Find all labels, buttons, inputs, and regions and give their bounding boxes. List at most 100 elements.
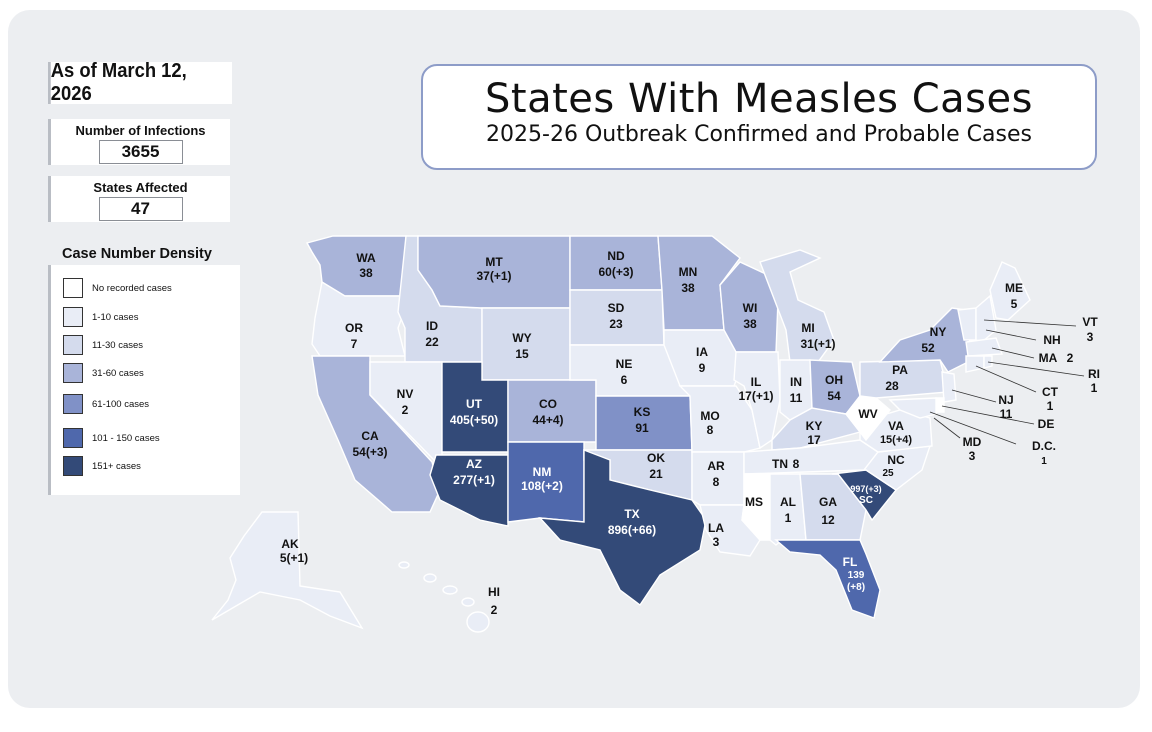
state-or (311, 280, 407, 357)
label-pa: PA (892, 363, 908, 377)
leader-ma (991, 347, 1035, 359)
legend-item: 151+ cases (63, 456, 141, 476)
leader-nj (951, 389, 997, 403)
state-ct (965, 355, 985, 373)
count-wi: 38 (743, 317, 757, 331)
label-wi: WI (743, 301, 758, 315)
count-ut: 405(+50) (450, 413, 498, 427)
label-fl: FL (843, 555, 858, 569)
legend-swatch (63, 428, 83, 448)
count-dc: 1 (1041, 456, 1047, 467)
count-mi: 31(+1) (800, 337, 835, 351)
label-va: VA (888, 419, 904, 433)
label-hi: HI (488, 585, 500, 599)
state-co (507, 379, 597, 443)
label-ut: UT (466, 397, 483, 411)
state-md (888, 397, 937, 419)
label-de: DE (1038, 417, 1055, 431)
count-vt: 3 (1087, 330, 1094, 344)
count-pa: 28 (885, 379, 899, 393)
label-ak: AK (281, 537, 299, 551)
leader-ct (975, 365, 1037, 393)
state-ga (799, 473, 867, 541)
count-co: 44+4) (532, 413, 563, 427)
count-in: 11 (790, 391, 803, 405)
state-de (935, 397, 945, 413)
label-dc: D.C. (1032, 439, 1056, 453)
count-id: 22 (425, 335, 439, 349)
legend-swatch (63, 278, 83, 298)
page-subtitle: 2025-26 Outbreak Confirmed and Probable … (486, 122, 1032, 147)
count-me: 5 (1011, 297, 1018, 311)
legend-label: 101 - 150 cases (92, 432, 160, 444)
count-nm: 108(+2) (521, 479, 563, 493)
states-affected-box: States Affected 47 (48, 176, 230, 222)
label-ia: IA (696, 345, 708, 359)
label-ma: MA (1039, 351, 1058, 365)
state-nh (975, 294, 997, 343)
legend-label: 1-10 cases (92, 311, 139, 323)
count-ne: 6 (621, 373, 628, 387)
count-nd: 60(+3) (598, 265, 633, 279)
count-ar: 8 (713, 475, 720, 489)
count-nc: 25 (882, 468, 894, 479)
count-tn: 8 (793, 457, 800, 471)
label-mn: MN (679, 265, 698, 279)
count-nj: 11 (1000, 407, 1013, 421)
states-affected-value: 47 (98, 197, 183, 221)
label-la: LA (708, 521, 724, 535)
label-ny: NY (930, 325, 947, 339)
label-ms: MS (745, 495, 763, 509)
count-va: 15(+4) (880, 434, 912, 446)
state-ak (211, 511, 364, 630)
state-me (989, 261, 1031, 321)
label-nd: ND (607, 249, 625, 263)
infections-label: Number of Infections (75, 123, 206, 138)
count-mo: 8 (707, 423, 714, 437)
label-wa: WA (356, 251, 376, 265)
state-mi (759, 249, 835, 363)
count-ia: 9 (699, 361, 706, 375)
count-fl-change: (+8) (847, 582, 865, 593)
legend-label: 11-30 cases (92, 339, 144, 351)
count-mn: 38 (681, 281, 695, 295)
legend-swatch (63, 394, 83, 414)
count-sc: 997(+3) (850, 484, 881, 494)
legend-item: 11-30 cases (63, 335, 143, 355)
label-nc: NC (887, 453, 905, 467)
label-nm: NM (533, 465, 552, 479)
legend-swatch (63, 456, 83, 476)
legend-swatch (63, 363, 83, 383)
count-sd: 23 (609, 317, 623, 331)
state-nd (569, 235, 663, 291)
count-nv: 2 (402, 403, 409, 417)
legend-item: 101 - 150 cases (63, 428, 160, 448)
state-fl (774, 539, 881, 619)
count-or: 7 (351, 337, 358, 351)
legend-item: No recorded cases (63, 278, 172, 298)
count-ny: 52 (921, 341, 935, 355)
label-sd: SD (608, 301, 625, 315)
count-fl: 139 (848, 570, 865, 581)
label-tx: TX (624, 507, 639, 521)
count-hi: 2 (491, 603, 498, 617)
label-co: CO (539, 397, 557, 411)
count-md: 3 (969, 449, 976, 463)
label-me: ME (1005, 281, 1023, 295)
label-il: IL (751, 375, 762, 389)
legend-swatch (63, 335, 83, 355)
label-tn: TN (772, 457, 788, 471)
count-ri: 1 (1091, 381, 1098, 395)
label-or: OR (345, 321, 363, 335)
title-box: States With Measles Cases 2025-26 Outbre… (421, 64, 1097, 170)
leader-dc (929, 411, 1017, 445)
count-wy: 15 (515, 347, 529, 361)
count-ga: 12 (821, 513, 835, 527)
label-ct: CT (1042, 385, 1059, 399)
legend-label: 151+ cases (92, 460, 141, 472)
count-ok: 21 (649, 467, 663, 481)
leader-de (941, 405, 1035, 425)
legend-item: 1-10 cases (63, 307, 138, 327)
count-al: 1 (785, 511, 792, 525)
